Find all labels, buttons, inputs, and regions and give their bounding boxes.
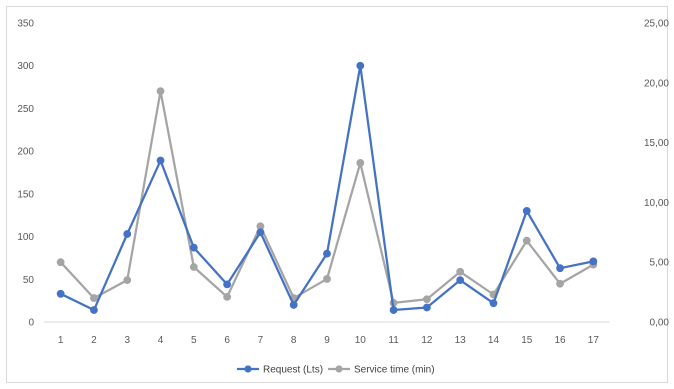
request-point xyxy=(456,276,465,285)
service-time-point xyxy=(156,87,165,96)
y-left-tick-label: 0 xyxy=(28,318,34,329)
x-tick-label: 13 xyxy=(455,335,467,346)
request-point xyxy=(522,207,531,215)
x-tick-label: 7 xyxy=(258,335,264,346)
y-left-tick-label: 50 xyxy=(23,275,35,286)
x-tick-label: 9 xyxy=(324,335,330,346)
y-right-tick-label: 5,00 xyxy=(650,258,670,269)
service-time-point xyxy=(456,267,465,276)
x-tick-label: 10 xyxy=(355,335,367,346)
x-tick-label: 8 xyxy=(291,335,297,346)
service-time-point xyxy=(323,275,331,283)
legend-swatch-marker-request xyxy=(244,365,252,373)
service-time-point xyxy=(189,263,198,271)
y-left-tick-label: 150 xyxy=(17,189,34,200)
x-tick-label: 16 xyxy=(554,335,566,346)
x-tick-label: 4 xyxy=(158,335,164,346)
service-time-point xyxy=(522,236,531,245)
x-tick-label: 15 xyxy=(521,335,533,346)
request-point xyxy=(389,306,398,314)
legend-label-service-time: Service time (min) xyxy=(354,365,435,376)
y-right-tick-label: 10,00 xyxy=(644,198,669,209)
request-point xyxy=(90,306,98,314)
service-time-point xyxy=(422,295,431,304)
service-time-point xyxy=(356,159,365,167)
request-point xyxy=(356,61,365,70)
x-tick-label: 11 xyxy=(388,335,399,346)
x-tick-label: 12 xyxy=(421,335,433,346)
request-point xyxy=(323,249,331,258)
request-point xyxy=(556,264,564,273)
series-line-request xyxy=(60,64,594,312)
y-right-tick-label: 15,00 xyxy=(644,138,669,149)
legend-label-request: Request (Lts) xyxy=(263,365,323,376)
y-left-tick-label: 100 xyxy=(17,232,34,243)
service-time-point xyxy=(123,276,132,285)
request-point xyxy=(422,303,431,312)
service-time-point xyxy=(56,258,65,267)
service-time-point xyxy=(90,294,98,302)
y-right-tick-label: 25,00 xyxy=(644,19,669,30)
y-right-tick-label: 0,00 xyxy=(650,318,670,329)
x-tick-label: 5 xyxy=(191,335,197,346)
legend-swatch-marker-service-time xyxy=(335,365,343,373)
y-left-tick-label: 350 xyxy=(17,19,34,30)
request-point xyxy=(189,243,198,252)
request-point xyxy=(489,299,498,308)
y-left-tick-label: 300 xyxy=(17,61,34,72)
y-right-tick-label: 20,00 xyxy=(644,78,669,89)
y-left-tick-label: 250 xyxy=(17,104,34,115)
y-left-tick-label: 200 xyxy=(17,147,34,158)
x-tick-label: 14 xyxy=(488,335,500,346)
request-point xyxy=(223,280,232,289)
service-time-point xyxy=(223,292,232,301)
request-point xyxy=(289,301,298,309)
x-tick-label: 1 xyxy=(58,335,64,346)
series-line-service-time xyxy=(59,90,594,304)
service-time-point xyxy=(556,279,564,288)
x-tick-label: 17 xyxy=(588,335,600,346)
request-point xyxy=(589,257,598,266)
x-tick-label: 3 xyxy=(124,335,130,346)
x-tick-label: 6 xyxy=(224,335,230,346)
request-point xyxy=(123,230,132,238)
x-tick-label: 2 xyxy=(91,335,97,346)
request-point xyxy=(256,228,265,237)
request-point xyxy=(156,156,165,165)
request-point xyxy=(56,289,65,298)
